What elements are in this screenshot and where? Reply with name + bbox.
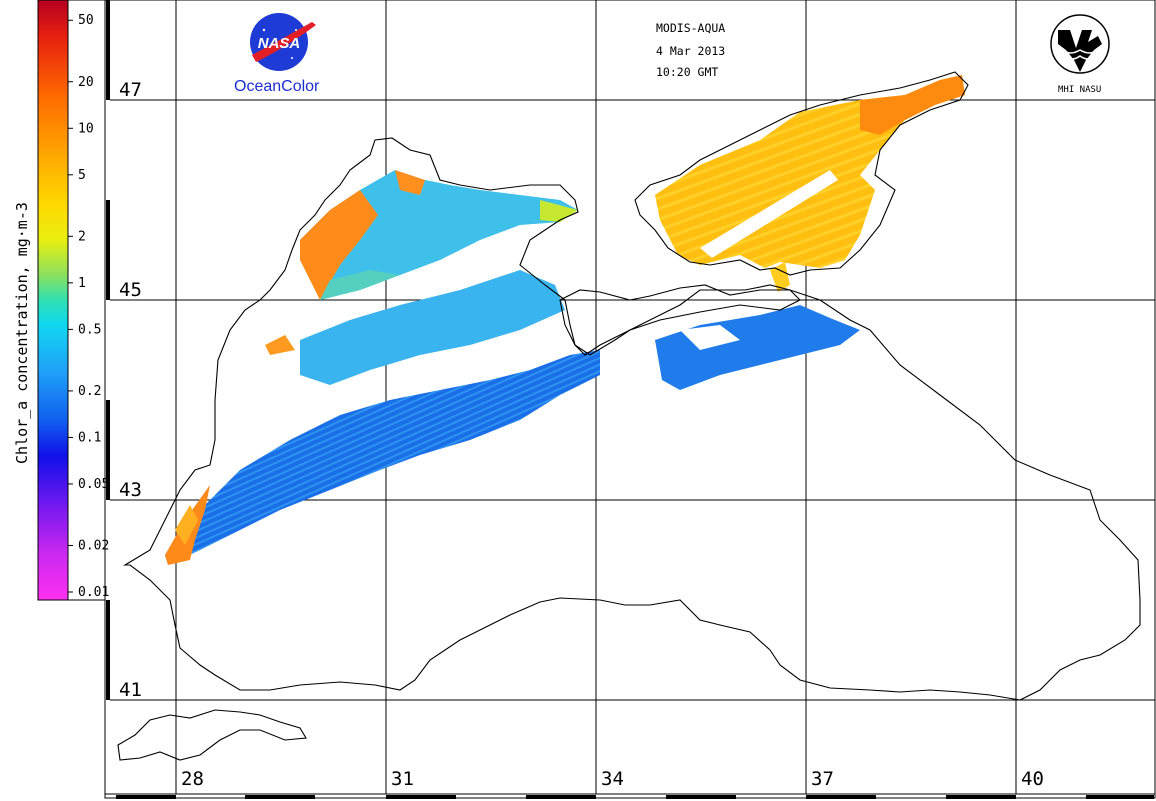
colorbar-gradient <box>37 0 69 601</box>
left-ruler <box>104 0 110 798</box>
header-info: MODIS-AQUA 4 Mar 2013 10:20 GMT <box>656 21 725 79</box>
colorbar-tick-label: 50 <box>78 13 94 28</box>
azov-coastline <box>634 71 969 276</box>
lon-label-34: 34 <box>601 768 624 790</box>
lon-label-37: 37 <box>811 768 834 790</box>
colorbar-tick-label: 0.5 <box>78 322 101 337</box>
map-frame <box>104 0 1156 799</box>
colorbar-title: Chlor_a concentration, mg·m-3 <box>13 202 31 464</box>
mhi-logo: MHI NASU <box>1050 14 1110 95</box>
colorbar: 50 20 10 5 2 1 0.5 0.2 0.1 0.05 0.02 0.01 Chlor_a c… <box>13 0 109 601</box>
colorbar-tick-label: 0.05 <box>78 477 109 492</box>
colorbar-tick-label: 1 <box>78 276 86 291</box>
lat-label-47: 47 <box>119 79 142 101</box>
time-label: 10:20 GMT <box>656 65 718 79</box>
lat-label-45: 45 <box>119 279 142 301</box>
east-patch <box>655 305 860 390</box>
crimea-coastline <box>559 284 801 356</box>
marmara-coastline <box>117 709 307 761</box>
date-label: 4 Mar 2013 <box>656 44 725 58</box>
lat-labels: 47 45 43 41 <box>119 79 142 701</box>
mhi-logo-text: MHI NASU <box>1058 85 1101 95</box>
colorbar-tick-label: 2 <box>78 229 86 244</box>
oceancolor-label: OceanColor <box>234 78 320 95</box>
bottom-ruler <box>105 793 1155 799</box>
lat-label-41: 41 <box>119 679 142 701</box>
colorbar-tick-label: 20 <box>78 75 94 90</box>
nasa-logo-text: NASA <box>258 35 301 52</box>
colorbar-tick-label: 10 <box>78 121 94 136</box>
colorbar-tick-label: 0.2 <box>78 384 101 399</box>
colorbar-tick-label: 0.1 <box>78 430 101 445</box>
colorbar-tick-label: 0.02 <box>78 538 109 553</box>
lon-labels: 28 31 34 37 40 <box>181 768 1044 790</box>
nasa-logo: NASA <box>250 13 316 71</box>
colorbar-tick-label: 0.01 <box>78 585 109 600</box>
lon-label-40: 40 <box>1021 768 1044 790</box>
lat-label-43: 43 <box>119 479 142 501</box>
graticule <box>110 0 1155 794</box>
lon-label-28: 28 <box>181 768 204 790</box>
sensor-label: MODIS-AQUA <box>656 21 725 35</box>
lon-label-31: 31 <box>391 768 414 790</box>
main-swath <box>165 350 600 565</box>
colorbar-tick-label: 5 <box>78 168 86 183</box>
chlorophyll-data <box>165 75 965 565</box>
colorbar-ticks: 50 20 10 5 2 1 0.5 0.2 0.1 0.05 0.02 0.01 <box>68 13 109 600</box>
nw-shelf-data <box>300 170 578 300</box>
coastline <box>123 137 1141 701</box>
